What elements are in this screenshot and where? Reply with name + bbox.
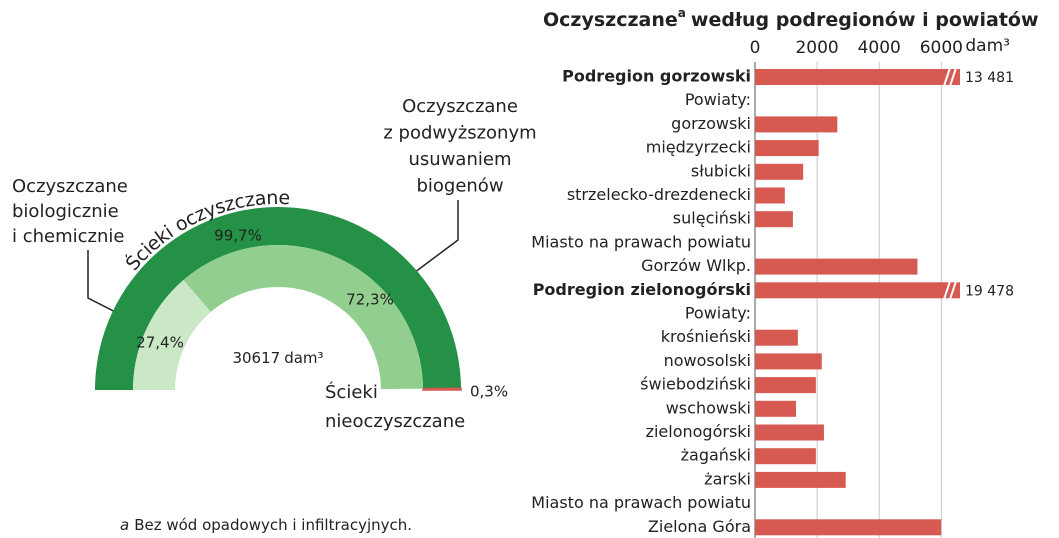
footnote: a Bez wód opadowych i infiltracyjnych. <box>120 516 412 534</box>
segment-name: Oczyszczane <box>402 96 518 117</box>
category-label: Powiaty: <box>685 304 751 323</box>
segment-name: nieoczyszczane <box>325 411 465 432</box>
category-label: świebodziński <box>640 375 751 394</box>
gauge-segment <box>95 206 461 390</box>
category-label: zielonogórski <box>646 422 751 441</box>
x-tick-label: 0 <box>750 38 761 58</box>
bar <box>755 377 816 394</box>
category-label: nowosolski <box>664 351 751 370</box>
total-value: 30617 <box>232 349 280 367</box>
value-label: 0,3% <box>470 383 508 401</box>
segment-name: biogenów <box>416 176 503 197</box>
category-label: krośnieński <box>661 327 751 346</box>
bar <box>755 400 796 417</box>
title-note: a <box>678 6 686 20</box>
category-label: Miasto na prawach powiatu <box>531 493 751 512</box>
bar <box>755 211 793 228</box>
bar <box>755 353 822 370</box>
break-mark <box>949 67 957 87</box>
value-label: 19 478 <box>965 283 1014 299</box>
category-label: Podregion gorzowski <box>562 67 751 86</box>
break-mark <box>949 280 957 300</box>
bar <box>755 163 804 180</box>
segment-name: z podwyższonym <box>383 123 536 144</box>
chart-title: Oczyszczanea według podregionów i powiató… <box>543 6 1039 31</box>
footnote-mark: a <box>120 516 129 534</box>
break-mark <box>943 280 951 300</box>
segment-name: Ścieki <box>325 381 378 403</box>
category-label: sulęciński <box>673 209 751 228</box>
category-label: Miasto na prawach powiatu <box>531 232 751 251</box>
x-tick-label: 4000 <box>858 38 901 58</box>
category-label: żagański <box>681 446 751 465</box>
value-label: 72,3% <box>346 291 394 309</box>
category-label: Powiaty: <box>685 90 751 109</box>
category-label: międzyrzecki <box>646 138 751 157</box>
segment-name: Oczyszczane <box>12 176 128 197</box>
value-label: 13 481 <box>965 70 1014 86</box>
value-label: 27,4% <box>136 334 184 352</box>
gauge-segment <box>183 245 423 390</box>
category-label: żarski <box>704 469 751 488</box>
bar <box>755 282 960 299</box>
bar <box>755 448 816 465</box>
title-main: Oczyszczane <box>543 9 678 31</box>
x-tick-label: 2000 <box>795 38 838 58</box>
footnote-text: Bez wód opadowych i infiltracyjnych. <box>134 516 412 534</box>
bar <box>755 424 824 441</box>
bar <box>755 69 960 85</box>
category-label: Gorzów Wlkp. <box>641 256 751 275</box>
category-label: wschowski <box>666 398 751 417</box>
segment-name: usuwaniem <box>409 149 512 170</box>
category-label: Podregion zielonogórski <box>533 280 751 299</box>
title-rest: według podregionów i powiatów <box>691 9 1039 31</box>
bar <box>755 258 918 275</box>
x-tick-label: 6000 <box>920 38 963 58</box>
bar <box>755 471 846 488</box>
bar <box>755 187 785 204</box>
bar <box>755 116 838 133</box>
segment-name: i chemicznie <box>12 226 124 247</box>
break-mark <box>943 67 951 87</box>
category-label: gorzowski <box>671 114 751 133</box>
bar <box>755 140 819 157</box>
segment-name: biologicznie <box>12 201 119 222</box>
total-unit: dam³ <box>284 349 323 367</box>
category-label: Zielona Góra <box>648 517 751 536</box>
bar <box>755 329 798 346</box>
gauge-segment <box>422 387 462 391</box>
x-unit: dam³ <box>965 36 1010 56</box>
gauge-segment <box>133 280 211 390</box>
total: 30617 dam³ <box>232 349 323 367</box>
category-label: słubicki <box>691 161 751 180</box>
value-label: 99,7% <box>214 227 262 245</box>
bar <box>755 519 942 536</box>
category-label: strzelecko-drezdenecki <box>567 185 751 204</box>
